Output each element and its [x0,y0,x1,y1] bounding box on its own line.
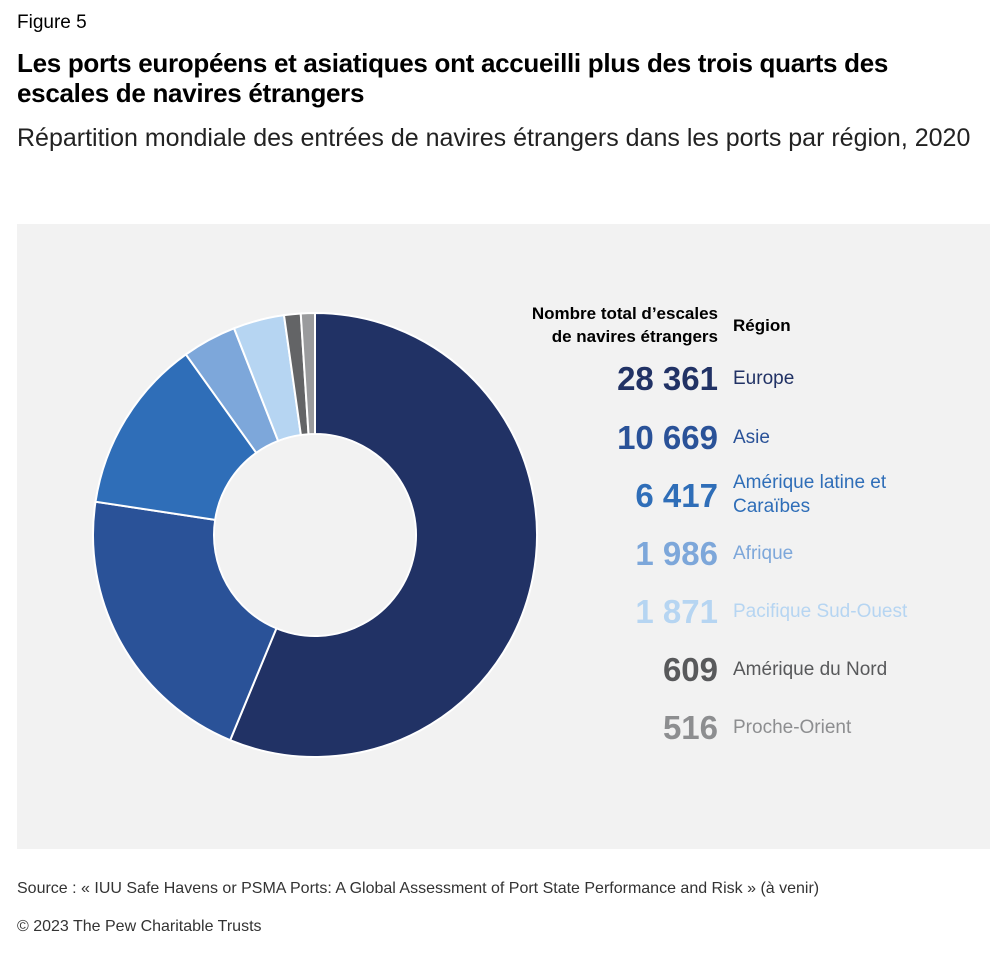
region-label: Afrique [733,543,794,564]
chart-title: Les ports européens et asiatiques ont ac… [17,48,889,108]
legend-row: 28 361 Europe [17,354,990,404]
copyright-note: © 2023 The Pew Charitable Trusts [17,918,262,935]
value-label: 10 669 [617,419,718,456]
value-label: 6 417 [635,477,718,514]
region-label: Asie [733,427,770,448]
region-label: Europe [733,368,795,389]
source-note: Source : « IUU Safe Havens or PSMA Ports… [17,880,820,897]
legend-row: 1 871 Pacifique Sud-Ouest [17,587,990,637]
donut-slice-1 [92,500,278,742]
region-label: Proche-Orient [733,717,852,738]
value-label: 516 [662,709,718,746]
figure-label: Figure 5 [17,12,87,33]
legend-row: 609 Amérique du Nord [17,645,990,695]
donut-chart [92,311,538,758]
legend-row: 516 Proche-Orient [17,703,990,753]
donut-slice-6 [299,311,316,436]
donut-hole [215,435,415,635]
region-label: Pacifique Sud-Ouest [733,601,908,622]
region-label: Amérique du Nord [733,659,888,680]
column-header-total: Nombre total d’escales de navires étrange… [531,304,718,346]
chart-panel: Nombre total d’escales de navires étrange… [17,224,990,849]
value-label: 1 871 [635,593,718,630]
donut-slice-0 [228,311,538,758]
donut-slice-2 [94,353,258,521]
value-label: 28 361 [617,360,718,397]
chart-subtitle: Répartition mondiale des entrées de navi… [17,124,971,152]
region-label: Amérique latine et Caraïbes [733,472,887,517]
column-header-region: Région [733,316,791,335]
value-label: 609 [662,651,718,688]
value-label: 1 986 [635,535,718,572]
legend-row: 10 669 Asie [17,413,990,463]
legend-row: 6 417 Amérique latine et Caraïbes [17,471,990,521]
legend-row: 1 986 Afrique [17,529,990,579]
